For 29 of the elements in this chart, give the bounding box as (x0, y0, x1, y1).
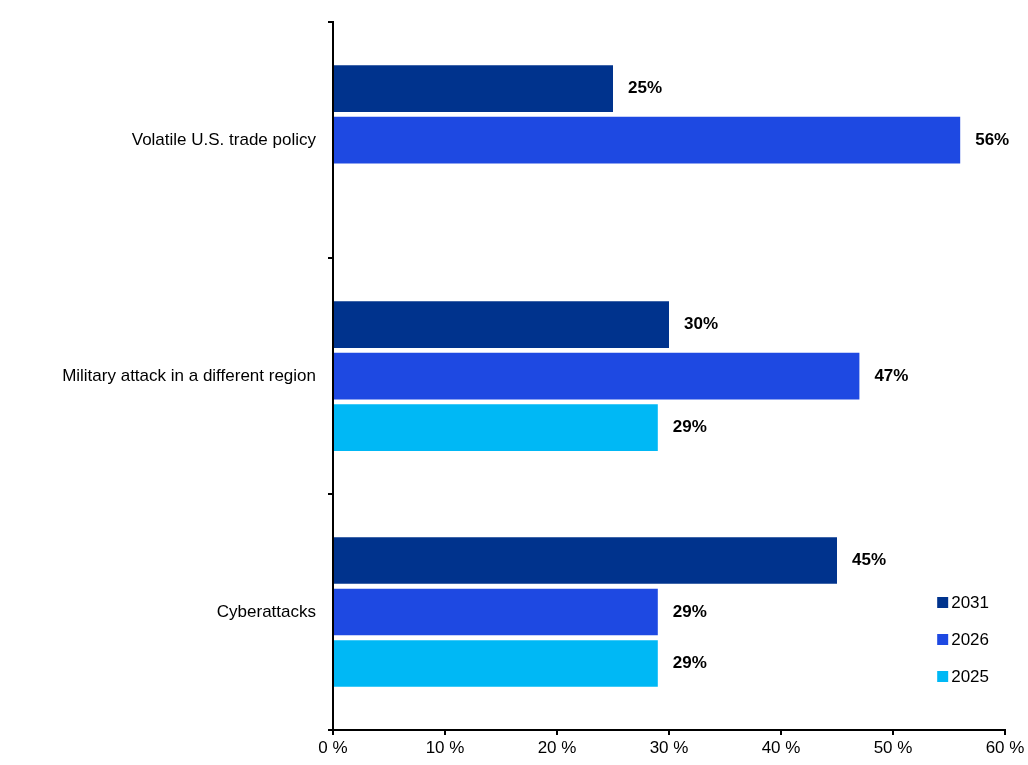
data-label: 30% (684, 314, 719, 334)
bar (334, 537, 837, 584)
bar (334, 301, 669, 348)
bar (334, 116, 961, 164)
bar (334, 352, 860, 400)
data-label: 25% (628, 78, 663, 98)
data-label: 29% (672, 653, 707, 673)
bar (334, 640, 658, 687)
x-tick-label: 0 % (318, 737, 348, 757)
data-label: 47% (874, 365, 909, 385)
x-tick-label: 10 % (425, 737, 465, 757)
x-tick-label: 60 % (985, 737, 1025, 757)
data-label: 56% (975, 129, 1010, 149)
x-tick-label: 50 % (873, 737, 913, 757)
bar (334, 588, 658, 636)
data-label: 45% (852, 550, 887, 570)
y-tick-label: Cyberattacks (216, 601, 316, 621)
legend-label: 2031 (951, 593, 990, 613)
y-tick-label: Military attack in a different region (62, 365, 316, 385)
bar (334, 65, 613, 112)
data-label: 29% (672, 417, 707, 437)
x-tick-label: 30 % (649, 737, 689, 757)
data-label: 29% (672, 601, 707, 621)
y-tick-label: Volatile U.S. trade policy (131, 129, 317, 149)
legend-label: 2026 (951, 630, 990, 650)
x-tick-label: 20 % (537, 737, 577, 757)
legend-label: 2025 (951, 667, 990, 687)
x-tick-label: 40 % (761, 737, 801, 757)
bar (334, 404, 658, 451)
